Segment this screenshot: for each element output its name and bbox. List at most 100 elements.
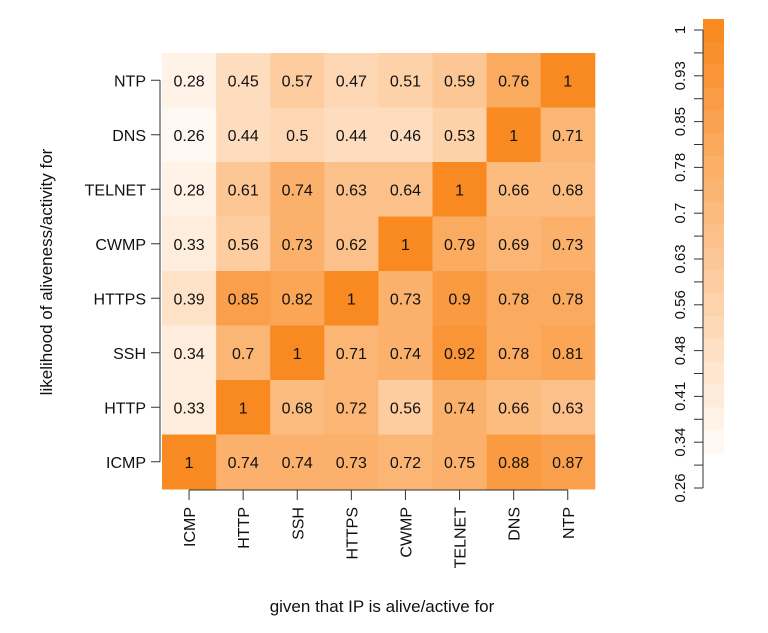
heatmap-cell <box>432 325 488 381</box>
cell-value-label: 0.73 <box>282 237 313 254</box>
colorbar-tick-label: 0.26 <box>672 473 689 502</box>
cell-value-label: 0.28 <box>173 182 204 199</box>
colorbar-swatch <box>703 247 724 271</box>
x-axis-label: given that IP is alive/active for <box>270 597 495 616</box>
cell-value-label: 0.26 <box>173 128 204 145</box>
cell-value-label: 0.57 <box>282 73 313 90</box>
y-tick-label: SSH <box>113 346 146 363</box>
colorbar-swatch <box>703 315 724 340</box>
colorbar-swatch <box>703 224 724 248</box>
heatmap-cell <box>162 162 217 217</box>
cell-value-label: 0.78 <box>498 346 529 363</box>
y-tick-label: HTTPS <box>94 291 146 308</box>
cell-value-label: 0.76 <box>498 73 529 90</box>
heatmap-cell <box>540 53 596 108</box>
cell-value-label: 0.81 <box>552 346 583 363</box>
heatmap-cell <box>162 53 217 108</box>
heatmap-cell <box>378 162 433 217</box>
heatmap-cell <box>432 53 488 108</box>
colorbar-swatch <box>703 87 724 111</box>
heatmap-cell <box>378 271 433 326</box>
heatmap-cell <box>324 216 379 272</box>
heatmap-cell <box>378 216 433 272</box>
colorbar-swatch <box>703 407 724 431</box>
cell-value-label: 0.73 <box>390 291 421 308</box>
heatmap-cell <box>540 107 596 163</box>
heatmap-cell <box>270 216 325 272</box>
cell-value-label: 0.47 <box>336 73 367 90</box>
y-tick-label: NTP <box>114 73 146 90</box>
cell-value-label: 0.92 <box>444 346 475 363</box>
heatmap-cell <box>216 216 271 272</box>
heatmap-cell <box>270 107 325 163</box>
cell-value-label: 0.66 <box>498 182 529 199</box>
colorbar-swatch <box>703 133 724 157</box>
cell-value-label: 0.63 <box>336 182 367 199</box>
x-tick-label: HTTPS <box>344 507 361 559</box>
heatmap-cell <box>432 434 488 490</box>
heatmap-cell <box>486 380 542 435</box>
y-tick-label: ICMP <box>106 455 146 472</box>
heatmap-cell <box>432 271 488 326</box>
heatmap-cell <box>216 434 271 490</box>
heatmap-cell <box>162 380 217 435</box>
x-tick-label: HTTP <box>236 507 253 549</box>
colorbar-tick-label: 0.85 <box>672 107 689 136</box>
cell-value-label: 0.78 <box>552 291 583 308</box>
cell-value-label: 0.64 <box>390 182 421 199</box>
cell-value-label: 0.88 <box>498 455 529 472</box>
heatmap-cell <box>540 434 596 490</box>
colorbar-swatch <box>703 293 724 317</box>
cell-value-label: 1 <box>293 346 302 363</box>
colorbar-swatch <box>703 178 724 203</box>
heatmap-cell <box>486 434 542 490</box>
heatmap-cell <box>486 107 542 163</box>
heatmap-cell <box>216 325 271 381</box>
colorbar-tick-label: 0.41 <box>672 382 689 411</box>
colorbar-swatch <box>703 361 724 385</box>
cell-value-label: 0.71 <box>336 346 367 363</box>
heatmap-cell <box>486 216 542 272</box>
colorbar-swatch <box>703 201 724 226</box>
heatmap-cell <box>432 107 488 163</box>
cell-value-label: 0.46 <box>390 128 421 145</box>
heatmap-cell <box>270 325 325 381</box>
cell-value-label: 0.85 <box>228 291 259 308</box>
heatmap-cell <box>432 216 488 272</box>
heatmap-cell <box>540 271 596 326</box>
cell-value-label: 0.7 <box>232 346 254 363</box>
heatmap-cell <box>486 53 542 108</box>
heatmap-cell <box>324 380 379 435</box>
colorbar-swatch <box>703 110 724 134</box>
cell-value-label: 0.82 <box>282 291 313 308</box>
heatmap-cell <box>324 53 379 108</box>
cell-value-label: 0.74 <box>228 455 259 472</box>
heatmap-cell <box>540 325 596 381</box>
cell-value-label: 1 <box>347 291 356 308</box>
cell-value-label: 0.68 <box>282 400 313 417</box>
y-tick-label: HTTP <box>104 400 146 417</box>
heatmap-cell <box>162 216 217 272</box>
heatmap-cell <box>162 271 217 326</box>
cell-value-label: 0.28 <box>173 73 204 90</box>
cell-value-label: 0.74 <box>390 346 421 363</box>
cell-value-label: 0.62 <box>336 237 367 254</box>
y-tick-label: DNS <box>112 128 146 145</box>
heatmap-cell <box>378 325 433 381</box>
cell-value-label: 1 <box>239 400 248 417</box>
heatmap-cell <box>432 380 488 435</box>
y-tick-label: TELNET <box>85 182 147 199</box>
heatmap-cell <box>270 434 325 490</box>
cell-value-label: 0.44 <box>228 128 259 145</box>
cell-value-label: 0.74 <box>282 455 313 472</box>
heatmap-cell <box>378 380 433 435</box>
cell-value-label: 1 <box>563 73 572 90</box>
heatmap-cell <box>378 434 433 490</box>
heatmap-cell <box>270 380 325 435</box>
heatmap-cell <box>216 107 271 163</box>
cell-value-label: 1 <box>185 455 194 472</box>
cell-value-label: 0.34 <box>173 346 204 363</box>
cell-value-label: 0.73 <box>336 455 367 472</box>
